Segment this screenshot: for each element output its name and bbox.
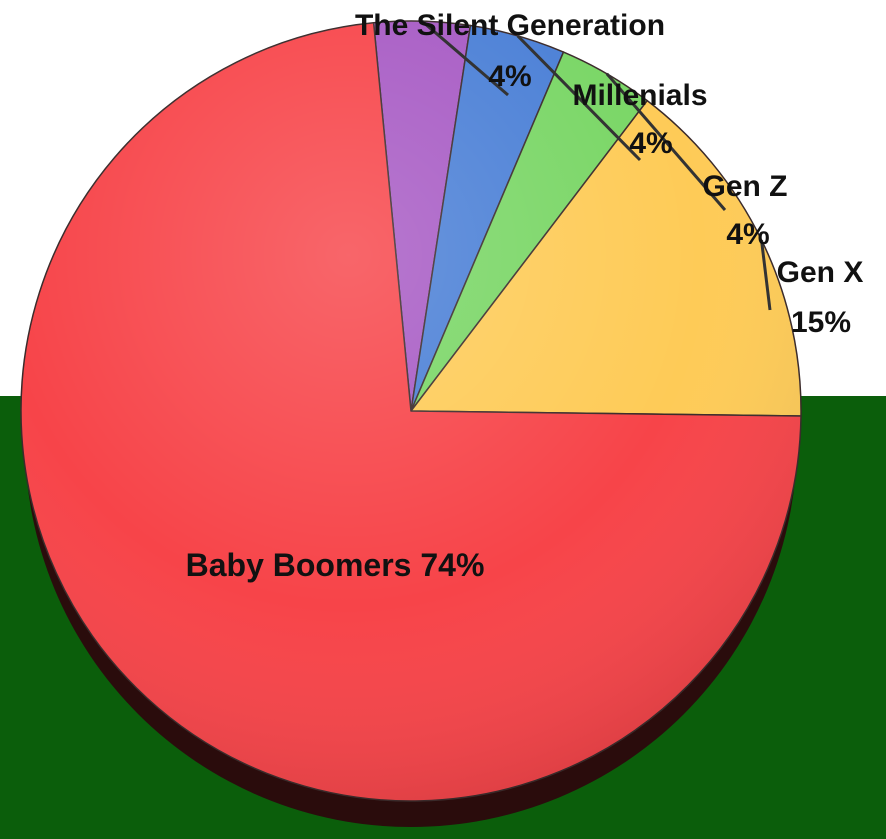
leader-line-gen-x <box>760 239 772 311</box>
slice-value-silent-generation: 4% <box>488 60 531 93</box>
slice-value-gen-z: 4% <box>726 218 769 251</box>
leader-line-gen-z <box>605 72 727 211</box>
pie-slices <box>20 20 802 802</box>
slice-label-baby-boomers: Baby Boomers 74% <box>186 547 485 583</box>
leader-line-millenials <box>516 34 642 162</box>
slice-name-millenials: Millenials <box>572 79 707 112</box>
slice-name-gen-z: Gen Z <box>702 170 787 203</box>
slice-name-silent-generation: The Silent Generation <box>355 9 665 42</box>
slice-name-gen-x: Gen X <box>777 256 864 289</box>
slice-value-millenials: 4% <box>629 127 672 160</box>
slice-value-gen-x: 15% <box>791 306 851 339</box>
leader-lines <box>421 20 772 311</box>
leader-line-the-silent-generation <box>421 20 509 97</box>
